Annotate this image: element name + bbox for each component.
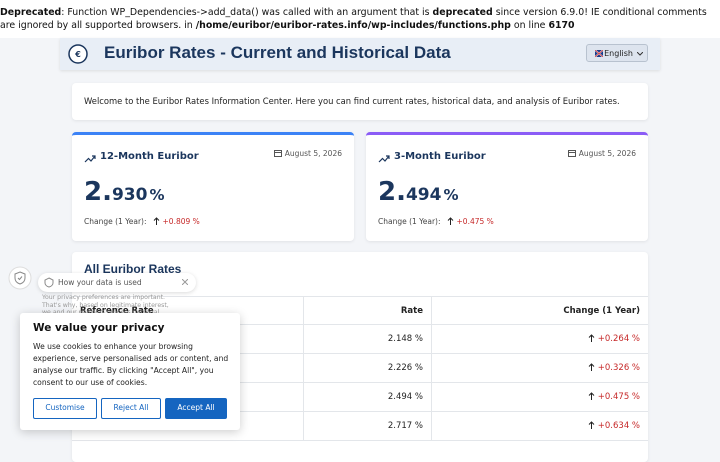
table-title: All Euribor Rates xyxy=(84,262,182,276)
card-icon xyxy=(84,149,96,168)
rate-cell: 2.717 % xyxy=(304,412,432,441)
privacy-popup[interactable]: How your data is used xyxy=(38,273,196,292)
change-value: +0.475 % xyxy=(597,392,640,402)
site-header: € Euribor Rates - Current and Historical… xyxy=(60,38,660,70)
notice-text: /home/euribor/euribor-rates.info/wp-incl… xyxy=(195,20,511,31)
rate-cell: 2.494 % xyxy=(304,383,432,412)
change-cell: +0.264 % xyxy=(432,325,648,354)
notice-text: since version 6.9.0! IE conditional comm… xyxy=(0,7,707,31)
card-change: Change (1 Year): +0.475 % xyxy=(378,217,494,226)
cookie-text: We use cookies to enhance your browsing … xyxy=(33,342,229,387)
change-value: +0.326 % xyxy=(597,363,640,373)
table-cell xyxy=(72,412,304,441)
rate-cell: 2.226 % xyxy=(304,354,432,383)
card-date: August 5, 2026 xyxy=(284,149,342,158)
rate-card: 3-Month Euribor August 5, 2026 2.494% Chang… xyxy=(366,132,648,241)
table-header: Change (1 Year) xyxy=(432,296,648,325)
notice-text: deprecated xyxy=(432,7,493,18)
deprecation-notice: Deprecated: Function WP_Dependencies->ad… xyxy=(0,0,720,38)
rate-unit: % xyxy=(443,186,459,204)
welcome-box: Welcome to the Euribor Rates Information… xyxy=(72,83,648,120)
welcome-text: Welcome to the Euribor Rates Information… xyxy=(84,96,620,106)
svg-text:€: € xyxy=(74,50,81,59)
card-date-box: August 5, 2026 xyxy=(567,149,636,158)
change-label: Change (1 Year): xyxy=(378,217,441,226)
site-title[interactable]: Euribor Rates - Current and Historical D… xyxy=(104,43,451,62)
card-change: Change (1 Year): +0.809 % xyxy=(84,217,200,226)
change-value: +0.809 % xyxy=(162,217,200,226)
card-icon xyxy=(378,149,390,168)
notice-text: on line xyxy=(510,20,549,31)
rate-int: 2. xyxy=(378,177,406,207)
notice-text: Deprecated xyxy=(0,7,62,18)
change-value: +0.264 % xyxy=(597,334,640,344)
card-rate: 2.930% xyxy=(84,177,165,207)
reject-button[interactable]: Reject All xyxy=(101,398,161,419)
notice-text: 6170 xyxy=(548,20,575,31)
card-date-box: August 5, 2026 xyxy=(273,149,342,158)
language-label: English xyxy=(604,49,633,58)
cookie-banner: We value your privacy We use cookies to … xyxy=(20,313,240,430)
card-date: August 5, 2026 xyxy=(578,149,636,158)
change-value: +0.634 % xyxy=(597,421,640,431)
rate-cell: 2.148 % xyxy=(304,325,432,354)
change-value: +0.475 % xyxy=(456,217,494,226)
rate-unit: % xyxy=(149,186,165,204)
privacy-popup-title: How your data is used xyxy=(58,278,142,287)
change-label: Change (1 Year): xyxy=(84,217,147,226)
cookie-title: We value your privacy xyxy=(33,322,165,334)
close-icon[interactable] xyxy=(182,279,188,285)
language-select[interactable]: English xyxy=(586,44,648,62)
privacy-icon[interactable] xyxy=(8,266,32,290)
customise-button[interactable]: Customise xyxy=(33,398,97,419)
card-title: 3-Month Euribor xyxy=(394,151,486,162)
card-rate: 2.494% xyxy=(378,177,459,207)
change-cell: +0.475 % xyxy=(432,383,648,412)
notice-text: : Function WP_Dependencies->add_data() w… xyxy=(61,7,433,18)
change-cell: +0.634 % xyxy=(432,412,648,441)
card-title: 12-Month Euribor xyxy=(100,151,199,162)
rate-card: 12-Month Euribor August 5, 2026 2.930% Chan… xyxy=(72,132,354,241)
accept-button[interactable]: Accept All xyxy=(165,398,227,419)
rate-dec: 930 xyxy=(111,185,148,205)
change-cell: +0.326 % xyxy=(432,354,648,383)
table-header: Rate xyxy=(304,296,432,325)
rate-int: 2. xyxy=(84,177,112,207)
rate-dec: 494 xyxy=(405,185,442,205)
logo[interactable]: € xyxy=(68,44,88,64)
